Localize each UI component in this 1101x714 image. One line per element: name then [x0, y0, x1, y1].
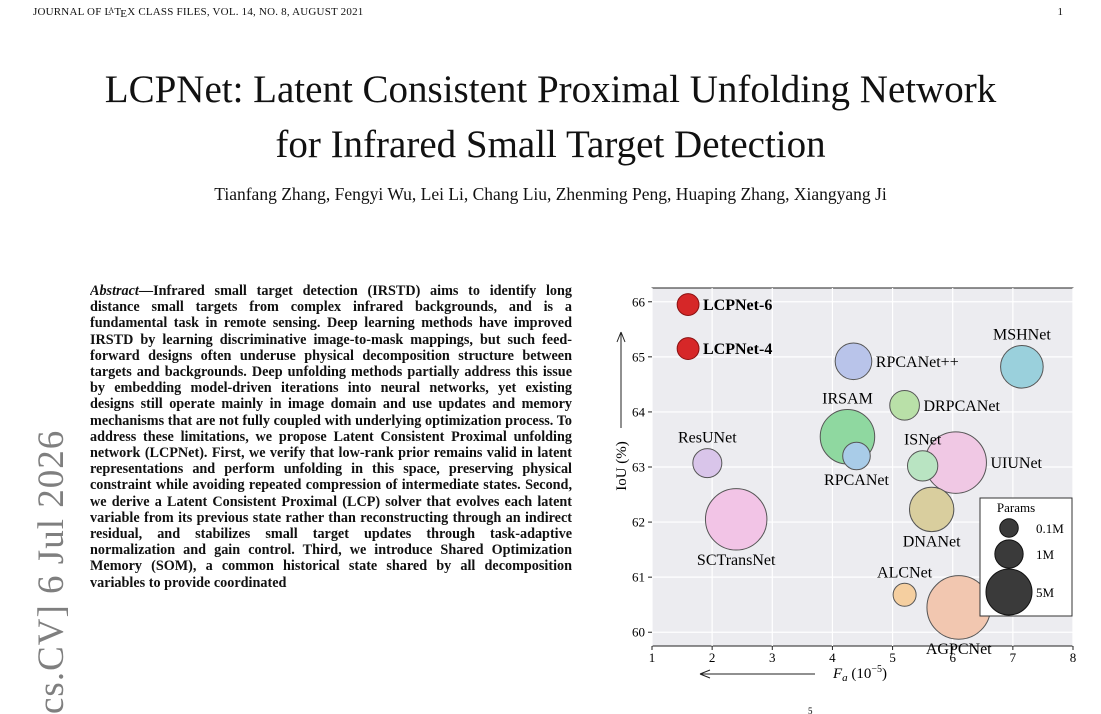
point-label: MSHNet [993, 326, 1051, 343]
abstract-body: —Infrared small target detection (IRSTD)… [90, 283, 572, 591]
bubble-sctransnet [704, 488, 768, 551]
bubble-alcnet [892, 582, 917, 607]
legend-bubble [999, 518, 1019, 538]
abstract: Abstract—Infrared small target detection… [90, 283, 572, 714]
x-axis-arrow-head [699, 669, 711, 679]
x-tick-label: 7 [1010, 650, 1017, 665]
stray-text: 5 [808, 706, 813, 714]
y-tick-label: 64 [632, 404, 646, 419]
y-axis-arrow-head [616, 331, 626, 343]
axis-layer: 1 2 3 4 5 6 7 8 60 61 62 63 64 65 66 Fa (10−5) IoU (%) 5 [614, 294, 1076, 714]
bubble-rpcanet++ [834, 342, 873, 381]
point-label: RPCANet++ [876, 354, 959, 371]
point-label: ResUNet [678, 430, 737, 447]
y-tick-label: 65 [632, 349, 645, 364]
x-tick-label: 2 [709, 650, 716, 665]
point-label: LCPNet-4 [703, 341, 772, 358]
point-label: AGPCNet [926, 641, 992, 658]
bubble-isnet [906, 450, 939, 482]
abstract-lead: Abstract [90, 283, 139, 299]
point-label: UIUNet [990, 455, 1042, 472]
y-tick-label: 61 [632, 570, 645, 585]
y-tick-label: 62 [632, 515, 645, 530]
x-axis-label: Fa (10−5) [832, 664, 887, 684]
paper-title: LCPNet: Latent Consistent Proximal Unfol… [0, 62, 1101, 172]
legend-bubble [985, 568, 1033, 616]
point-label: ISNet [904, 432, 942, 449]
y-tick-label: 66 [632, 294, 646, 309]
x-tick-label: 3 [769, 650, 776, 665]
legend-title: Params [997, 500, 1035, 515]
page-number: 1 [1057, 6, 1064, 18]
label-layer: LCPNet-6 LCPNet-4 MSHNet RPCANet++ DRPCANet I… [678, 297, 1051, 658]
y-tick-label: 63 [632, 460, 645, 475]
legend-bubble [994, 539, 1024, 569]
x-tick-label: 4 [829, 650, 836, 665]
bubble-lcpnet-4 [676, 337, 700, 361]
point-label: DNANet [903, 534, 961, 551]
bubble-lcpnet-6 [676, 293, 700, 316]
bubble-dnanet [908, 486, 955, 533]
title-line-2: for Infrared Small Target Detection [275, 123, 826, 166]
legend-label: 5M [1036, 585, 1055, 600]
bubble-drpcanet [889, 389, 920, 421]
bubble-resunet [692, 448, 723, 479]
y-tick-label: 60 [632, 625, 645, 640]
bubble-layer [676, 293, 1044, 640]
point-label: DRPCANet [923, 398, 1000, 415]
point-label: IRSAM [822, 390, 873, 407]
point-label: RPCANet [824, 472, 889, 489]
running-head: JOURNAL OF LATEX CLASS FILES, VOL. 14, N… [33, 6, 364, 20]
bubble-mshnet [1000, 344, 1044, 389]
author-list: Tianfang Zhang, Fengyi Wu, Lei Li, Chang… [214, 184, 887, 204]
x-tick-label: 1 [649, 650, 656, 665]
x-tick-label: 5 [889, 650, 896, 665]
bubble-rpcanet [842, 441, 871, 471]
legend-label: 1M [1036, 547, 1055, 562]
y-axis-label: IoU (%) [614, 441, 630, 491]
x-tick-label: 8 [1070, 650, 1077, 665]
title-line-1: LCPNet: Latent Consistent Proximal Unfol… [104, 68, 997, 111]
point-label: SCTransNet [697, 552, 776, 569]
legend-label: 0.1M [1036, 521, 1064, 536]
x-tick-label: 6 [949, 650, 956, 665]
point-label: LCPNet-6 [703, 297, 772, 314]
point-label: ALCNet [877, 564, 933, 581]
